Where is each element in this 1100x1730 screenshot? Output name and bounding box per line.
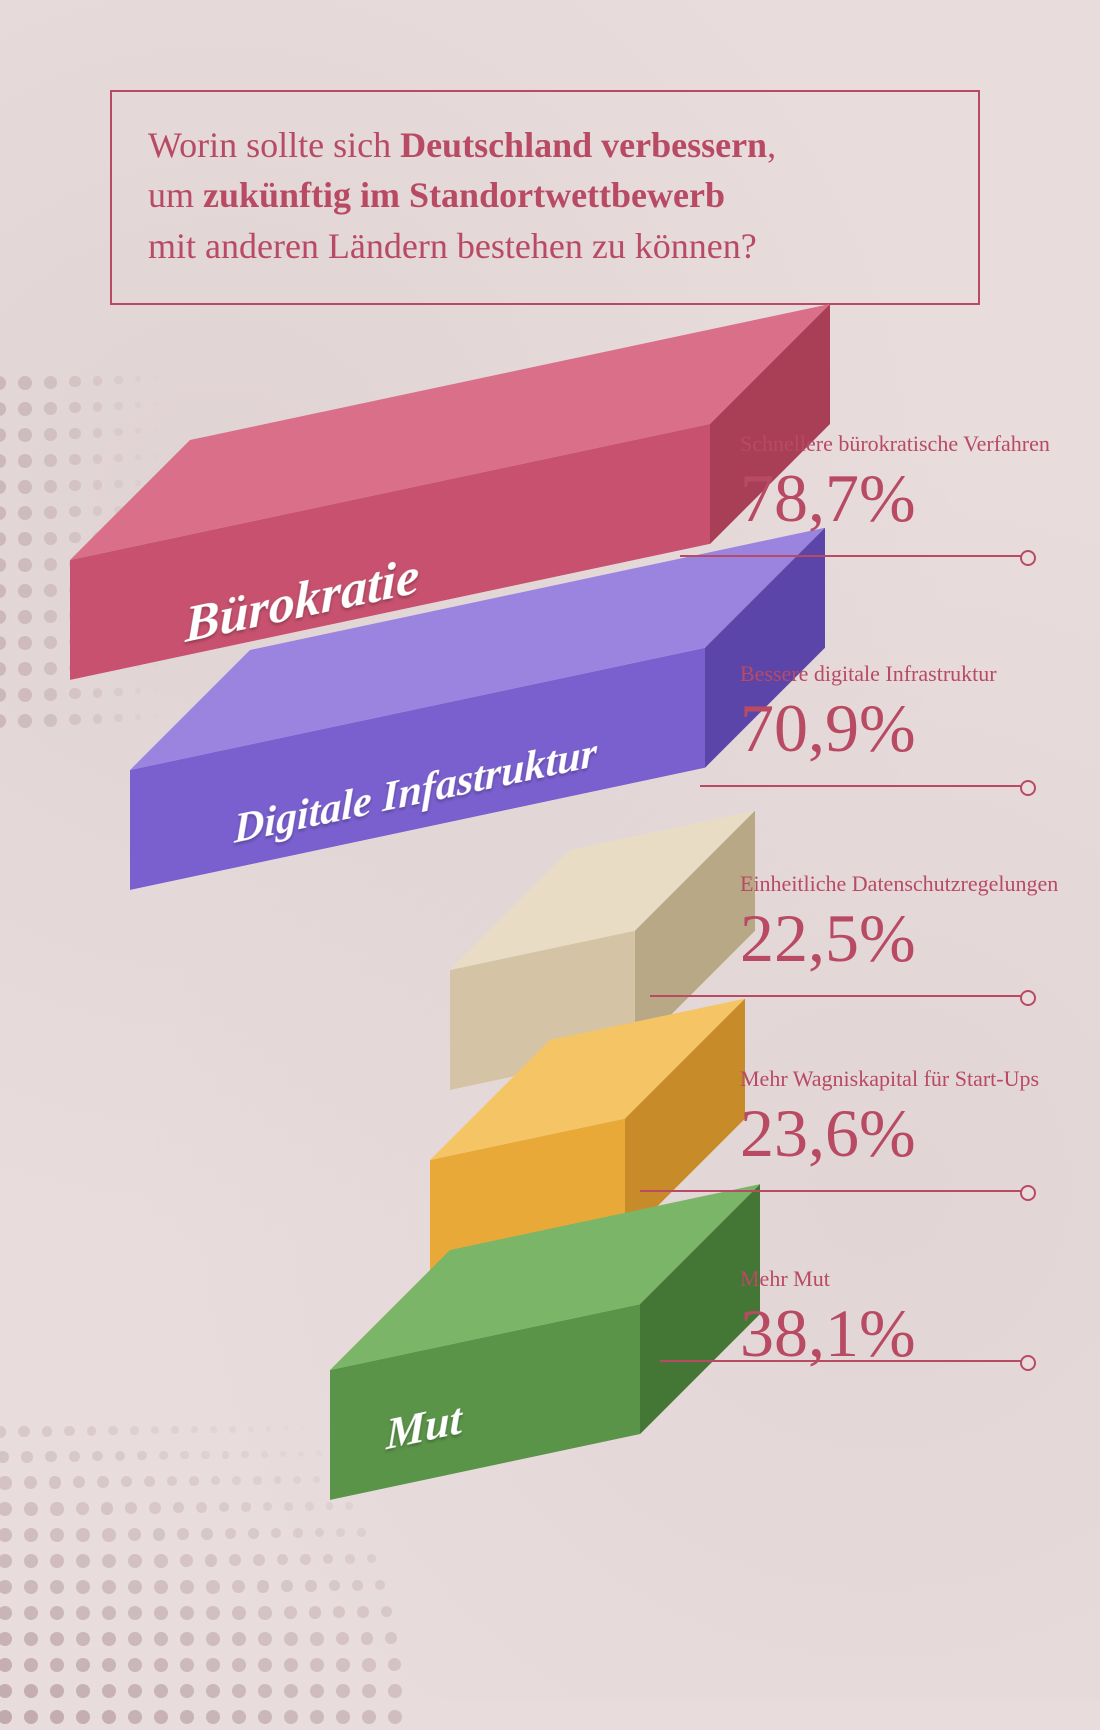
title-box: Worin sollte sich Deutschland verbessern… xyxy=(110,90,980,305)
t2b: zukünftig im Standortwettbewerb xyxy=(203,175,725,215)
value-label-datenschutz: Einheitliche Datenschutzregelungen 22,5% xyxy=(740,870,1060,972)
value-label-wagnis: Mehr Wagniskapital für Start-Ups 23,6% xyxy=(740,1065,1060,1167)
value-label-mut: Mehr Mut 38,1% xyxy=(740,1265,1060,1367)
value-desc: Schnellere bürokratische Verfahren xyxy=(740,430,1060,458)
value-desc: Einheitliche Datenschutzregelungen xyxy=(740,870,1060,898)
t2a: um xyxy=(148,175,203,215)
leader-line xyxy=(640,1190,1030,1192)
value-pct: 38,1% xyxy=(740,1299,1060,1367)
t3: mit anderen Ländern bestehen zu können? xyxy=(148,226,757,266)
leader-line xyxy=(660,1360,1030,1362)
value-pct: 23,6% xyxy=(740,1099,1060,1167)
value-desc: Mehr Wagniskapital für Start-Ups xyxy=(740,1065,1060,1093)
t1b: Deutschland verbessern xyxy=(400,125,767,165)
value-label-digital: Bessere digitale Infrastruktur 70,9% xyxy=(740,660,1060,762)
value-pct: 78,7% xyxy=(740,464,1060,532)
leader-line xyxy=(700,785,1030,787)
value-desc: Mehr Mut xyxy=(740,1265,1060,1293)
value-label-buerokratie: Schnellere bürokratische Verfahren 78,7% xyxy=(740,430,1060,532)
value-desc: Bessere digitale Infrastruktur xyxy=(740,660,1060,688)
t1c: , xyxy=(767,125,776,165)
value-pct: 22,5% xyxy=(740,904,1060,972)
leader-line xyxy=(650,995,1030,997)
leader-line xyxy=(680,555,1030,557)
value-pct: 70,9% xyxy=(740,694,1060,762)
t1a: Worin sollte sich xyxy=(148,125,400,165)
title-text: Worin sollte sich Deutschland verbessern… xyxy=(148,120,942,271)
